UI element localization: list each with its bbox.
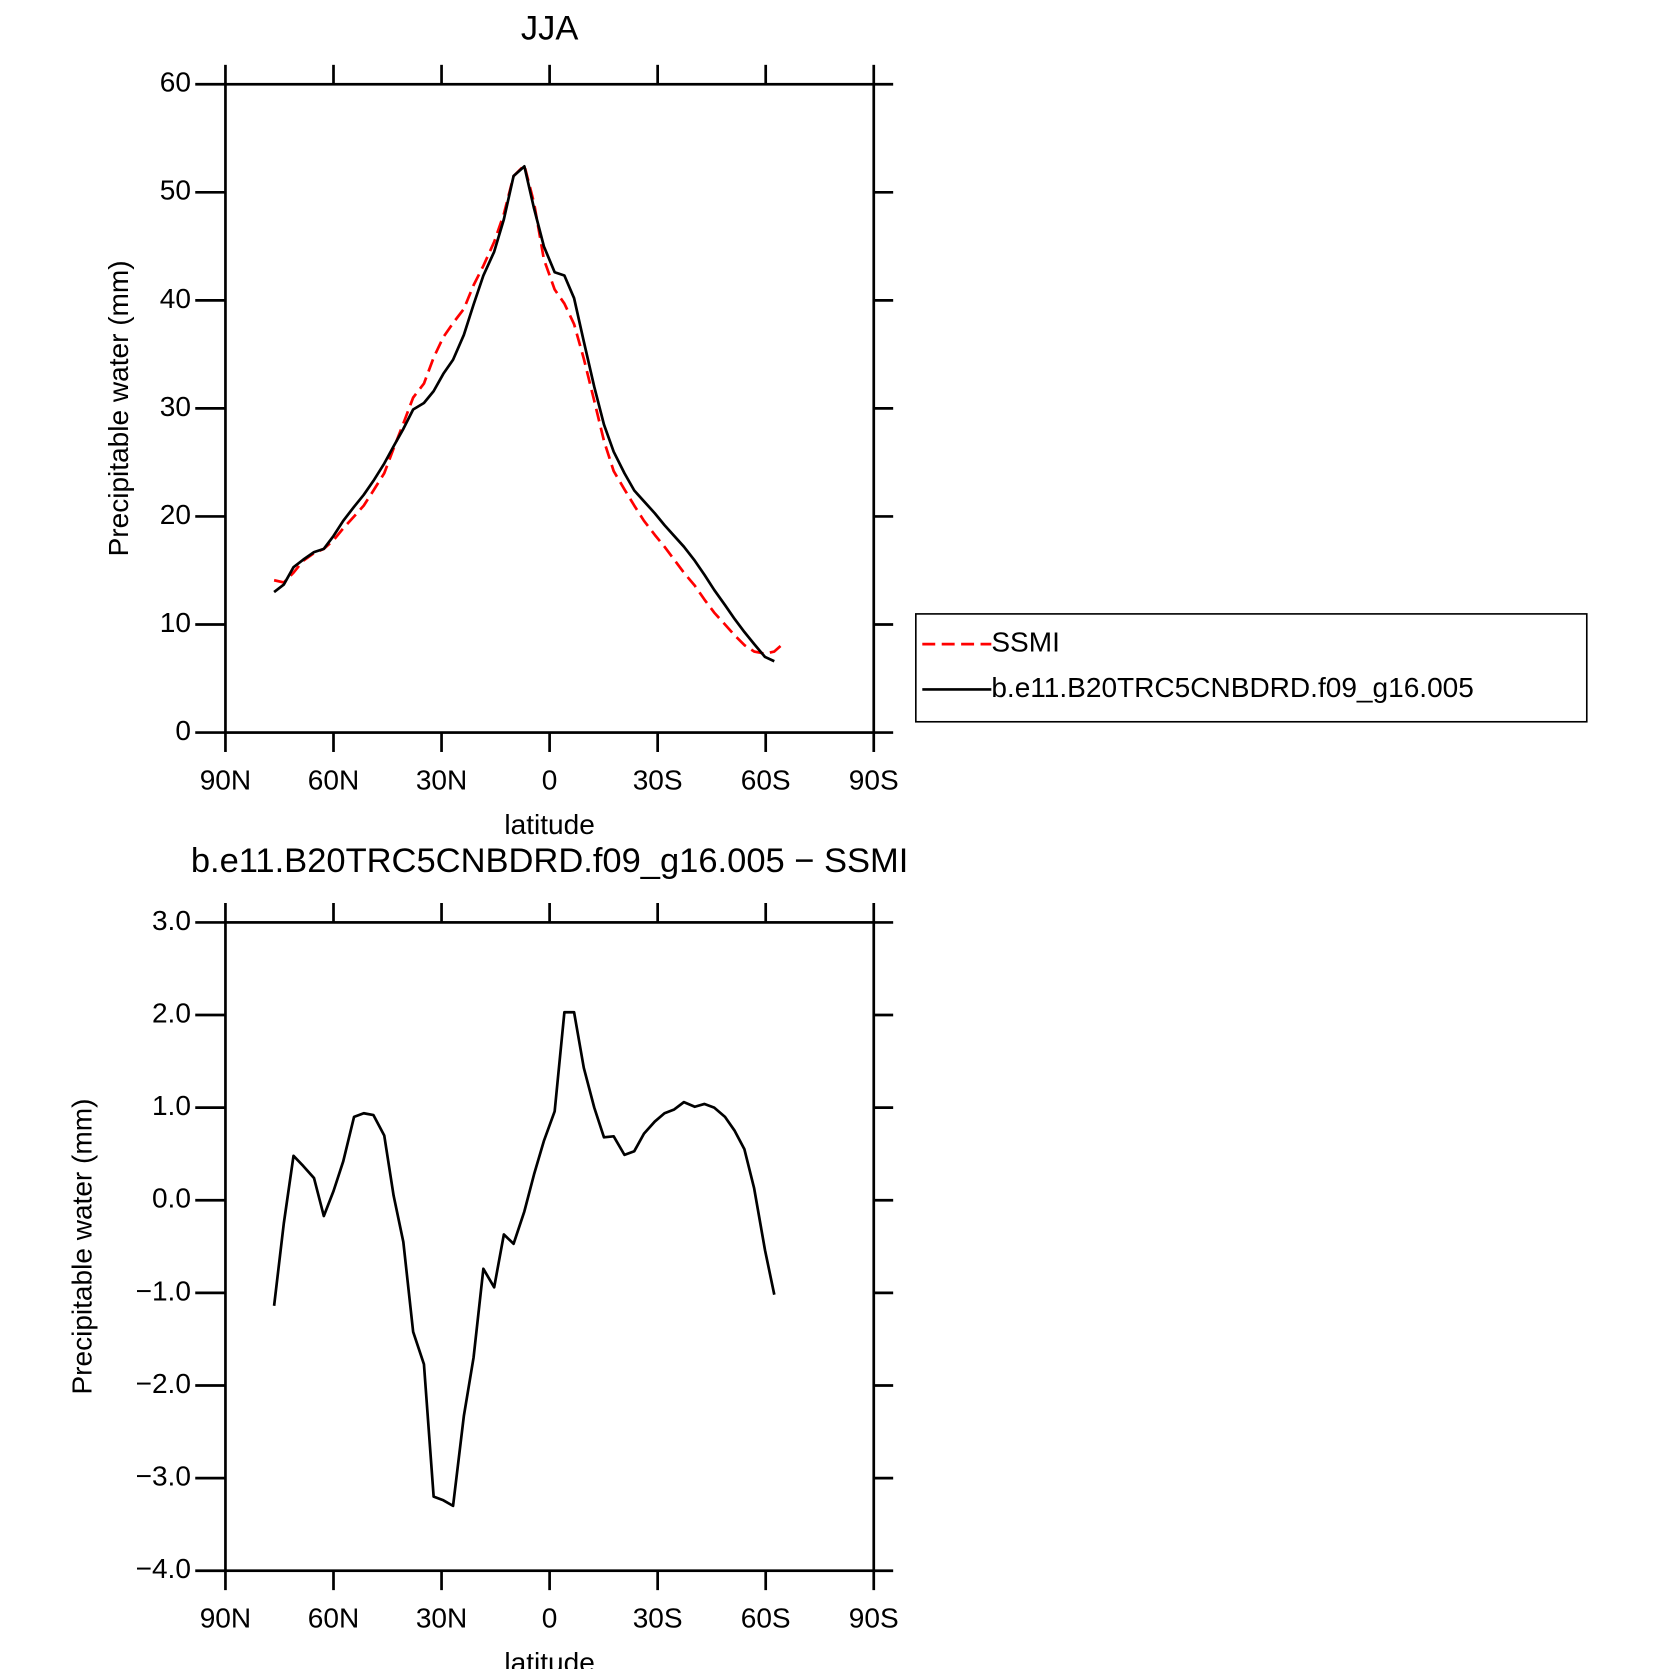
y-tick-label: 0: [175, 715, 191, 746]
x-tick-label: 60S: [741, 1603, 791, 1634]
chart-title: b.e11.B20TRC5CNBDRD.f09_g16.005 − SSMI: [191, 842, 909, 880]
y-tick-label: −3.0: [136, 1461, 191, 1492]
x-tick-label: 0: [542, 1603, 558, 1634]
y-tick-label: −1.0: [136, 1275, 191, 1306]
legend-box: [915, 613, 1588, 723]
y-tick-label: 0.0: [152, 1183, 191, 1214]
y-tick-label: 40: [160, 283, 191, 314]
y-tick-label: 60: [160, 67, 191, 98]
x-tick-label: 60N: [308, 1603, 359, 1634]
x-tick-label: 0: [542, 765, 558, 796]
x-axis-label: latitude: [504, 809, 594, 840]
y-tick-label: 10: [160, 607, 191, 638]
y-tick-label: 2.0: [152, 997, 191, 1028]
y-axis-label: Precipitable water (mm): [67, 1099, 98, 1395]
data-line: [273, 164, 775, 663]
x-tick-label: 90N: [200, 765, 251, 796]
x-tick-label: 30S: [633, 1603, 683, 1634]
x-tick-label: 60S: [741, 765, 791, 796]
x-tick-label: 30N: [416, 1603, 467, 1634]
data-line: [273, 163, 787, 656]
y-axis-label: Precipitable water (mm): [103, 260, 134, 556]
legend-label: b.e11.B20TRC5CNBDRD.f09_g16.005: [991, 672, 1474, 703]
y-tick-label: 50: [160, 175, 191, 206]
y-tick-label: −4.0: [136, 1553, 191, 1584]
x-tick-label: 90S: [849, 1603, 899, 1634]
y-tick-label: 20: [160, 499, 191, 530]
y-tick-label: 3.0: [152, 905, 191, 936]
x-tick-label: 30S: [633, 765, 683, 796]
x-axis-label: latitude: [504, 1647, 594, 1669]
y-tick-label: −2.0: [136, 1368, 191, 1399]
y-tick-label: 1.0: [152, 1090, 191, 1121]
x-tick-label: 30N: [416, 765, 467, 796]
y-tick-label: 30: [160, 391, 191, 422]
plot-frame: [224, 921, 876, 1573]
plot-frame: [224, 82, 876, 734]
x-tick-label: 60N: [308, 765, 359, 796]
chart-title: JJA: [521, 9, 579, 47]
data-line: [272, 1010, 776, 1508]
x-tick-label: 90S: [849, 765, 899, 796]
x-tick-label: 90N: [200, 1603, 251, 1634]
legend-label: SSMI: [991, 627, 1060, 658]
